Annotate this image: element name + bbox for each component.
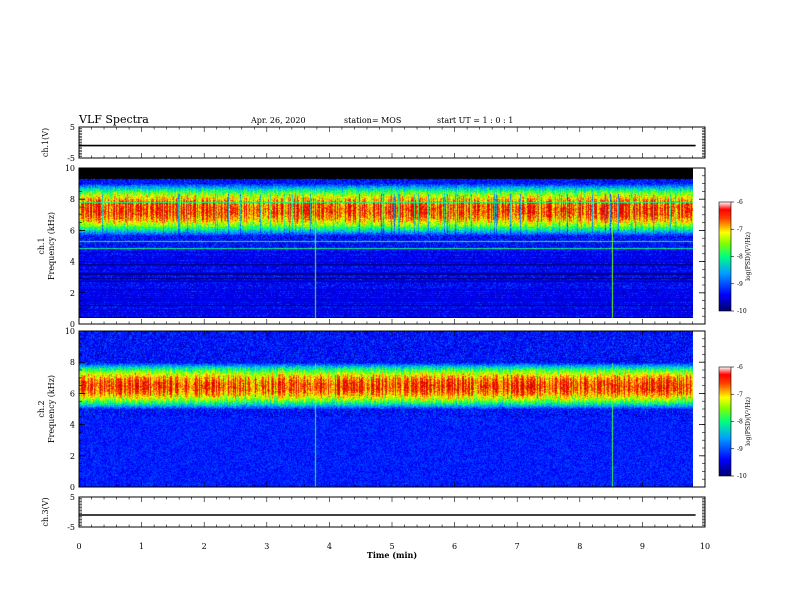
- y-tick-label-2: 10: [65, 327, 75, 336]
- y-tick-label-3: -5: [67, 523, 75, 532]
- y-axis-label-2: ch.2Frequency (kHz): [37, 375, 56, 443]
- x-tick-label: 9: [640, 542, 645, 551]
- y-axis-label-0: ch.1(V): [41, 128, 50, 157]
- y-tick-label-2: 0: [70, 483, 75, 492]
- y-tick-label-1: 0: [70, 320, 75, 329]
- y-tick-label-2: 2: [70, 452, 75, 461]
- colorbar-tick-label: -7: [737, 391, 743, 398]
- start-time-label: start UT = 1 : 0 : 1: [437, 116, 513, 125]
- y-tick-label-2: 6: [70, 389, 75, 398]
- colorbar-tick-label: -10: [737, 473, 747, 480]
- colorbar-label-1: log(PSD)(V²/Hz): [745, 232, 752, 281]
- colorbar-tick-label: -10: [737, 308, 747, 315]
- x-tick-label: 2: [202, 542, 207, 551]
- x-tick-label: 7: [515, 542, 520, 551]
- y-tick-label-1: 4: [70, 258, 75, 267]
- x-tick-label: 1: [139, 542, 144, 551]
- colorbar-label-2: log(PSD)(V²/Hz): [745, 397, 752, 446]
- ch2-colorbar: [718, 366, 732, 477]
- ch1-spectrogram: [79, 168, 693, 318]
- y-tick-label-0: -5: [67, 154, 75, 163]
- y-tick-label-1: 2: [70, 289, 75, 298]
- y-tick-label-3: 5: [70, 493, 75, 502]
- colorbar-tick-label: -8: [737, 254, 743, 261]
- colorbar-tick-label: -6: [737, 199, 743, 206]
- ch2-spectrogram: [79, 331, 693, 487]
- x-tick-label: 5: [389, 542, 394, 551]
- x-tick-label: 4: [327, 542, 332, 551]
- date-label: Apr. 26, 2020: [250, 116, 306, 125]
- x-tick-label: 10: [700, 542, 710, 551]
- colorbar-tick-label: -7: [737, 226, 743, 233]
- x-tick-label: 0: [76, 542, 81, 551]
- y-tick-label-1: 6: [70, 226, 75, 235]
- x-tick-label: 3: [264, 542, 269, 551]
- y-tick-label-1: 8: [70, 195, 75, 204]
- y-tick-label-0: 5: [70, 123, 75, 132]
- colorbar-tick-label: -6: [737, 364, 743, 371]
- y-tick-label-2: 8: [70, 358, 75, 367]
- y-axis-label-3: ch.3(V): [41, 497, 50, 526]
- colorbar-tick-label: -9: [737, 281, 743, 288]
- figure-title: VLF Spectra: [78, 113, 149, 126]
- x-axis-label: Time (min): [367, 550, 417, 560]
- colorbar-tick-label: -8: [737, 419, 743, 426]
- colorbar-tick-label: -9: [737, 446, 743, 453]
- x-tick-label: 8: [577, 542, 582, 551]
- station-label: station= MOS: [344, 116, 401, 125]
- y-tick-label-1: 10: [65, 164, 75, 173]
- x-tick-label: 6: [452, 542, 457, 551]
- y-axis-label-1: ch.1Frequency (kHz): [37, 212, 56, 280]
- ch1-colorbar: [718, 201, 732, 312]
- y-tick-label-2: 4: [70, 421, 75, 430]
